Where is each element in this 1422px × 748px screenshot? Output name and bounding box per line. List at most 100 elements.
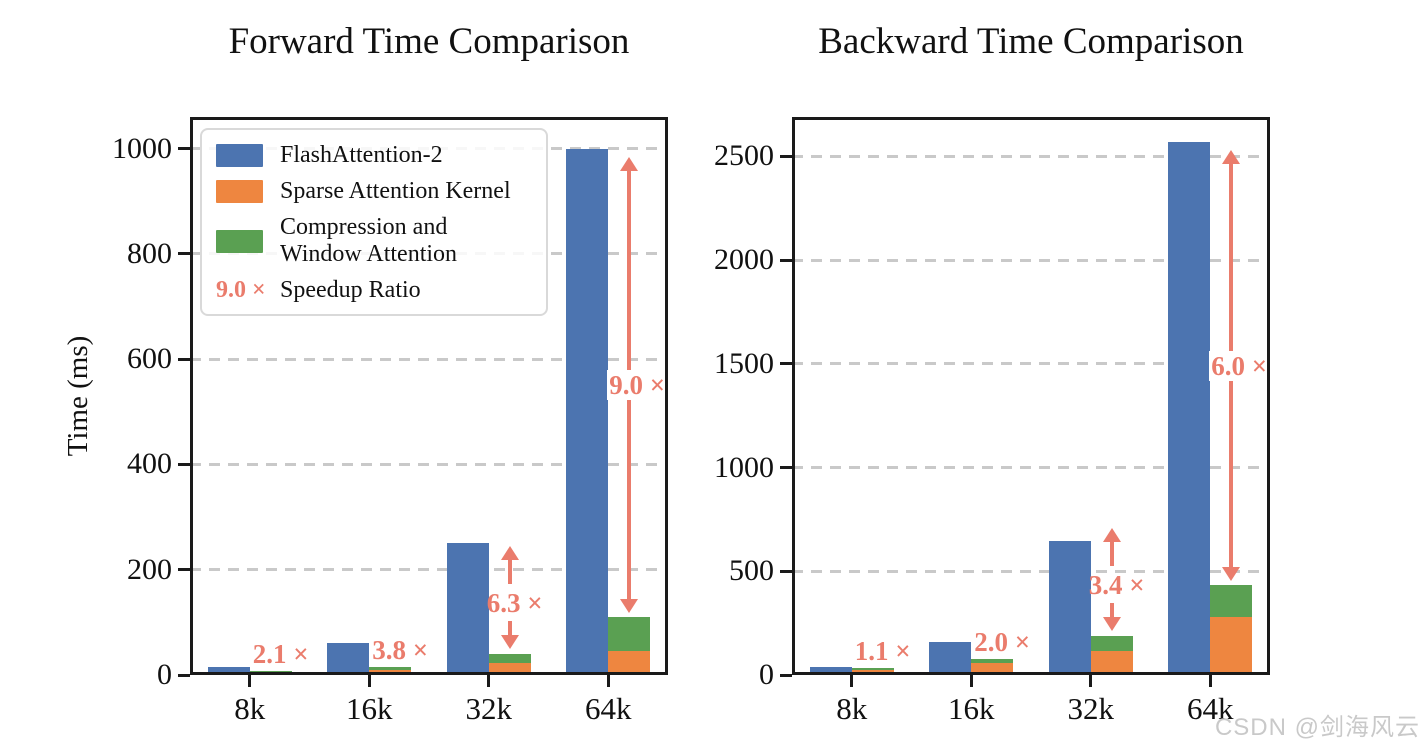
speedup-ratio-sample: 9.0 × — [216, 277, 266, 303]
speedup-label-text: 9.0 × — [607, 369, 668, 400]
bar-compression-and-window-attention-8k — [249, 671, 292, 673]
speedup-label-8k: 1.1 × — [818, 635, 948, 667]
y-tick-label: 0 — [157, 658, 172, 691]
watermark: CSDN @剑海风云 — [1214, 714, 1420, 741]
bar-sparse-attention-kernel-64k — [1210, 616, 1253, 675]
y-tick-mark-1500 — [780, 362, 792, 366]
y-tick-mark-2500 — [780, 154, 792, 158]
speedup-label-text: 2.0 × — [974, 626, 1031, 657]
bar-flashattention-2-8k — [207, 667, 250, 675]
legend-item-flashattention2: FlashAttention-2 — [216, 142, 532, 169]
legend-item-sparse-kernel: Sparse Attention Kernel — [216, 178, 532, 205]
compression-window-attention-swatch — [216, 229, 263, 253]
y-tick-mark-0 — [780, 673, 792, 677]
speedup-label-text: 1.1 × — [854, 635, 911, 666]
speedup-arrow-64k-head-down — [620, 598, 639, 613]
speedup-label-text: 3.8 × — [372, 634, 429, 665]
speedup-label-32k: 6.3 × — [450, 587, 580, 619]
gridline-400 — [190, 462, 668, 466]
speedup-label-16k: 3.8 × — [335, 634, 465, 666]
y-tick-label: 1000 — [714, 450, 774, 484]
bar-compression-and-window-attention-16k — [971, 658, 1014, 664]
bar-compression-and-window-attention-16k — [369, 666, 412, 670]
speedup-arrow-64k-head-down — [1222, 567, 1241, 582]
speedup-arrow-64k-head-up — [620, 156, 639, 171]
x-tick-label: 32k — [1067, 691, 1115, 726]
bar-sparse-attention-kernel-32k — [488, 663, 531, 675]
bar-flashattention-2-32k — [446, 543, 489, 675]
x-tick-label: 8k — [836, 691, 868, 726]
speedup-arrow-up-32k-head-up — [1102, 527, 1121, 542]
bar-flashattention-2-16k — [929, 641, 972, 675]
bar-sparse-attention-kernel-8k — [851, 669, 894, 675]
speedup-arrow-down-32k-head-down — [500, 634, 519, 649]
bar-flashattention-2-64k — [566, 148, 609, 675]
gridline-1000 — [792, 466, 1270, 470]
speedup-arrow-up-32k-line — [1109, 537, 1114, 566]
speedup-label-text: 3.4 × — [1088, 569, 1145, 600]
gridline-2000 — [792, 258, 1270, 262]
speedup-arrow-up-32k-line — [507, 555, 512, 584]
y-tick-label: 600 — [127, 342, 172, 376]
legend-label-line2: Window Attention — [280, 241, 458, 267]
y-tick-mark-1000 — [780, 466, 792, 470]
y-tick-mark-600 — [178, 357, 190, 361]
y-tick-label: 800 — [127, 236, 172, 270]
y-tick-label: 0 — [759, 658, 774, 691]
bar-sparse-attention-kernel-16k — [971, 663, 1014, 675]
y-tick-mark-200 — [178, 568, 190, 572]
x-tick-mark-16k — [969, 675, 973, 687]
y-tick-label: 200 — [127, 552, 172, 586]
legend-label: FlashAttention-2 — [280, 142, 443, 168]
y-tick-label: 2000 — [714, 243, 774, 277]
legend-label-line1: Compression and — [280, 214, 448, 240]
speedup-arrow-up-32k-head-up — [500, 545, 519, 560]
bar-compression-and-window-attention-32k — [488, 653, 531, 664]
gridline-1500 — [792, 362, 1270, 366]
bar-compression-and-window-attention-32k — [1090, 635, 1133, 651]
x-tick-mark-64k — [606, 675, 610, 687]
gridline-200 — [190, 568, 668, 572]
x-tick-mark-8k — [248, 675, 252, 687]
y-tick-label: 500 — [729, 554, 774, 588]
bar-flashattention-2-8k — [809, 666, 852, 675]
y-tick-label: 1000 — [112, 131, 172, 165]
x-tick-label: 64k — [585, 691, 632, 726]
speedup-arrow-down-32k-line — [1109, 602, 1114, 621]
x-tick-mark-32k — [1089, 675, 1093, 687]
speedup-label-32k: 3.4 × — [1052, 569, 1182, 601]
speedup-arrow-down-32k-head-down — [1102, 616, 1121, 631]
x-tick-mark-8k — [850, 675, 854, 687]
gridline-600 — [190, 357, 668, 361]
speedup-label-text: 2.1 × — [252, 639, 309, 670]
bar-sparse-attention-kernel-8k — [249, 672, 292, 675]
legend-label: Sparse Attention Kernel — [280, 178, 511, 204]
bar-flashattention-2-16k — [327, 643, 370, 675]
backward-plot-area: 0 500 1000 1500 2000 2500 8k 1.1 × 16k 2.0 × 32k 3.… — [714, 117, 1270, 726]
y-tick-mark-800 — [178, 252, 190, 256]
legend-label: Speedup Ratio — [280, 277, 421, 303]
gridline-2500 — [792, 154, 1270, 158]
x-tick-mark-32k — [487, 675, 491, 687]
y-tick-mark-500 — [780, 569, 792, 573]
bar-compression-and-window-attention-64k — [608, 616, 651, 652]
speedup-label-64k: 6.0 × — [1174, 350, 1304, 382]
y-tick-label: 2500 — [714, 139, 774, 173]
backward-chart-title: Backward Time Comparison — [818, 21, 1244, 62]
bar-flashattention-2-64k — [1168, 141, 1211, 675]
x-tick-label: 8k — [234, 691, 266, 726]
x-tick-label: 64k — [1187, 691, 1234, 726]
bar-flashattention-2-32k — [1048, 541, 1091, 675]
x-tick-label: 32k — [465, 691, 513, 726]
y-tick-mark-1000 — [178, 147, 190, 151]
speedup-label-text: 6.3 × — [486, 587, 543, 618]
flashattention2-swatch — [216, 144, 263, 167]
bar-sparse-attention-kernel-16k — [369, 669, 412, 675]
speedup-label-64k: 9.0 × — [572, 369, 702, 401]
bar-compression-and-window-attention-8k — [851, 667, 894, 670]
y-tick-label: 400 — [127, 447, 172, 481]
x-tick-mark-64k — [1208, 675, 1212, 687]
forward-chart-title: Forward Time Comparison — [228, 21, 630, 62]
speedup-label-16k: 2.0 × — [937, 626, 1067, 658]
